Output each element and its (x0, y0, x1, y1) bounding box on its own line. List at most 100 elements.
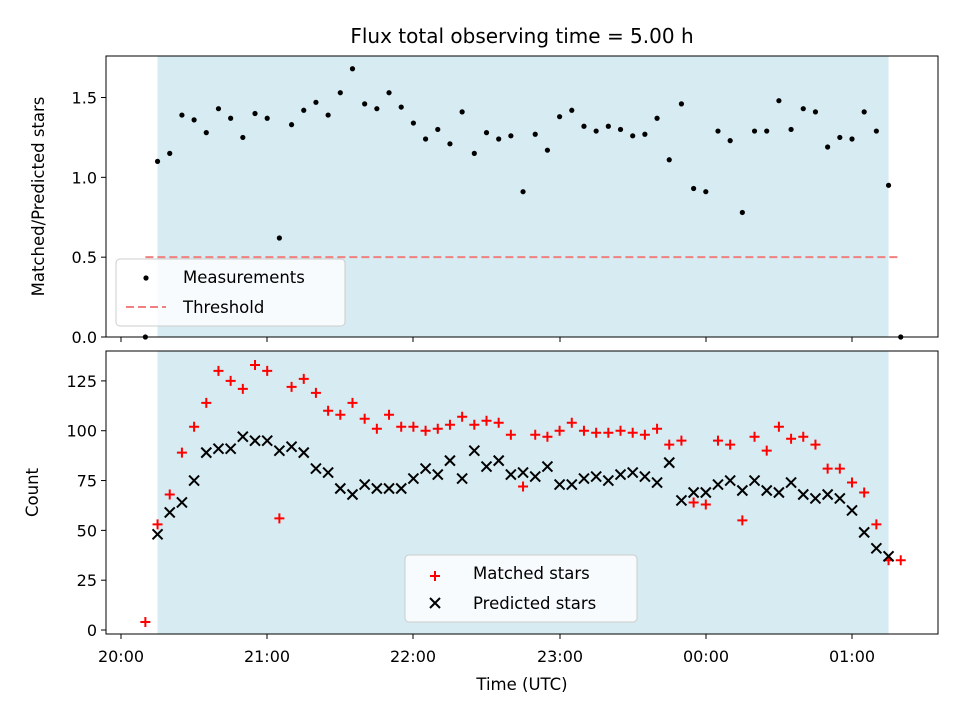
data-point (419, 462, 432, 475)
data-point (459, 109, 465, 115)
data-point (435, 126, 441, 133)
data-point (591, 427, 602, 438)
data-point (724, 474, 736, 487)
x-tick-label: 23:00 (537, 647, 583, 666)
legend-label-predicted: Predicted stars (473, 594, 596, 613)
data-point (676, 435, 687, 446)
legend-label-measurements: Measurements (183, 268, 305, 287)
data-point (310, 387, 321, 398)
data-point (786, 433, 797, 444)
data-point (666, 157, 672, 163)
x-tick-label: 00:00 (683, 647, 729, 666)
data-point (274, 513, 285, 524)
data-point (603, 427, 614, 438)
legend-marker-measurements (143, 275, 149, 281)
data-point (384, 409, 395, 420)
data-point (264, 115, 270, 121)
data-point (642, 131, 648, 137)
data-point (228, 115, 234, 121)
data-point (285, 440, 298, 453)
series-1 (142, 66, 904, 340)
data-point (152, 519, 163, 530)
data-point (715, 128, 721, 134)
data-point (298, 373, 309, 384)
data-point (617, 126, 624, 133)
data-point (164, 506, 176, 519)
data-point (213, 365, 224, 376)
data-point (252, 110, 258, 117)
legend-marker-matched (430, 571, 440, 581)
legend-label-matched: Matched stars (473, 564, 590, 583)
y-tick-label: 0.5 (72, 248, 97, 267)
data-point (358, 478, 371, 491)
data-point (821, 488, 834, 501)
data-point (687, 486, 700, 499)
data-point (691, 185, 697, 192)
data-point (626, 466, 639, 479)
data-point (800, 106, 806, 112)
data-point (639, 470, 651, 483)
data-point (224, 442, 237, 455)
data-point (529, 470, 541, 483)
data-point (651, 476, 663, 489)
data-point (374, 106, 380, 112)
series-2 (151, 430, 895, 562)
y-axis-label: Matched/Predicted stars (29, 97, 48, 297)
data-point (569, 107, 575, 113)
data-point (151, 528, 164, 541)
series-1 (140, 359, 906, 628)
data-point (310, 462, 322, 475)
data-point (727, 138, 733, 144)
data-point (471, 150, 477, 156)
data-point (605, 123, 611, 129)
data-point (700, 499, 711, 510)
data-point (371, 482, 383, 495)
data-point (700, 486, 712, 499)
data-point (773, 421, 784, 432)
data-point (322, 466, 334, 479)
legend-box (404, 554, 638, 623)
data-point (191, 117, 197, 123)
data-point (203, 130, 209, 136)
data-point (167, 150, 173, 156)
x-tick-label: 20:00 (98, 647, 144, 666)
data-point (725, 439, 736, 450)
axes-frame (105, 350, 939, 635)
data-point (301, 107, 307, 113)
data-point (873, 128, 879, 134)
data-point (809, 492, 822, 505)
data-point (530, 429, 541, 440)
data-point (764, 128, 770, 134)
data-point (140, 617, 151, 628)
data-point (176, 447, 187, 458)
data-point (664, 439, 675, 450)
data-point (751, 128, 758, 134)
data-point (496, 136, 502, 142)
legend-box (115, 258, 346, 327)
panel-ratio: 0.0 0.5 1.0 1.5 Matched/Predicted stars Measu… (29, 55, 939, 347)
data-point (313, 99, 319, 105)
data-point (481, 415, 492, 426)
data-point (164, 489, 175, 500)
data-point (581, 123, 587, 129)
y-tick-label: 0 (87, 621, 97, 640)
data-point (712, 478, 724, 491)
y-tick-label: 50 (77, 521, 97, 540)
data-point (846, 504, 858, 517)
data-point (386, 90, 392, 96)
data-point (739, 209, 745, 216)
data-point (736, 484, 749, 497)
data-point (240, 134, 246, 141)
data-point (407, 472, 420, 485)
data-point (895, 555, 906, 566)
data-point (325, 112, 331, 118)
data-point (627, 427, 638, 438)
data-point (276, 235, 282, 241)
data-point (408, 421, 419, 432)
data-point (249, 434, 261, 447)
data-point (859, 487, 870, 498)
data-point (261, 434, 273, 447)
x-tick-label: 21:00 (244, 647, 290, 666)
data-point (288, 122, 295, 128)
